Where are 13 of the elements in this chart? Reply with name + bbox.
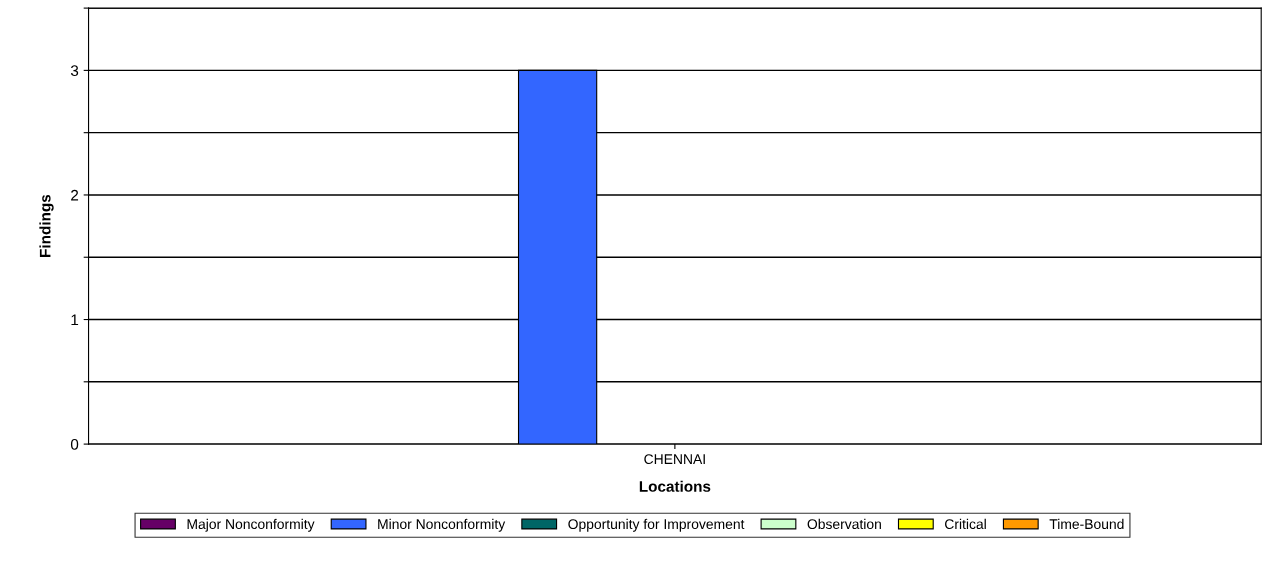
y-tick-label: 0: [70, 438, 79, 450]
legend-label: Minor Nonconformity: [378, 518, 506, 532]
y-axis-title: Findings: [39, 194, 54, 257]
y-tick-label: 1: [71, 314, 79, 326]
legend-label: Major Nonconformity: [187, 518, 315, 532]
legend-label: Time-Bound: [1049, 518, 1124, 530]
legend-label: Opportunity for Improvement: [568, 518, 745, 532]
y-tick-label: 2: [71, 189, 79, 201]
legend-label: Critical: [945, 518, 986, 530]
x-axis-title: Locations: [639, 480, 711, 492]
legend-label: Observation: [807, 518, 881, 530]
x-tick-label: CHENNAI: [644, 454, 705, 465]
y-tick-label: 3: [70, 65, 79, 77]
